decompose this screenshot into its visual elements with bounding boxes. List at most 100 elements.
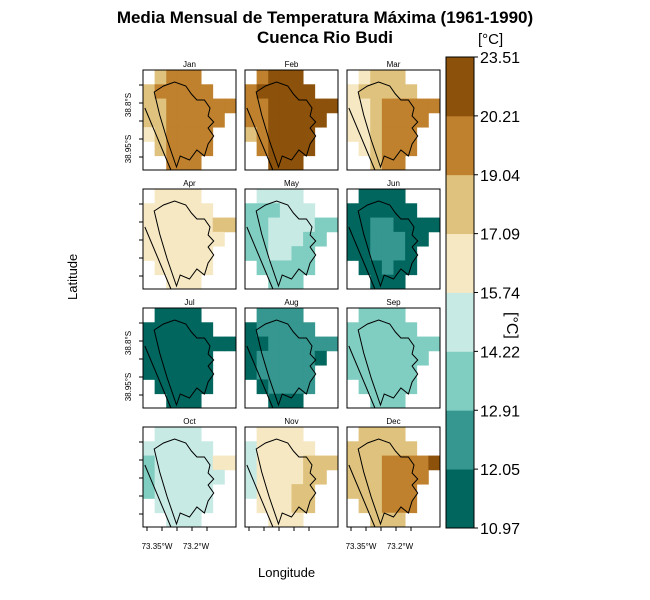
cell-feb-1-5 [303,84,316,99]
cell-may-0-1 [256,189,269,204]
cell-jan-0-4 [189,70,202,85]
cell-jan-4-2 [166,127,179,142]
cell-nov-0-1 [256,427,269,442]
cell-jan-2-4 [189,98,202,114]
cell-oct-1-1 [154,441,167,456]
cell-sep-3-5 [405,350,418,366]
cell-sep-4-3 [381,365,394,380]
cell-feb-5-4 [291,141,304,157]
cell-mar-4-3 [381,127,394,142]
cell-aug-3-2 [268,350,281,366]
cell-mar-1-3 [381,84,394,99]
x-tick-label-1-0: 73.35°W [346,542,377,551]
cell-may-2-1 [256,217,269,233]
panel-title-may: May [284,179,299,188]
cell-apr-0-2 [166,189,179,204]
cell-sep-0-1 [358,308,371,323]
chart-title-line1: Media Mensual de Temperatura Máxima (196… [116,8,534,27]
legend-side-label: [°C] [503,312,520,339]
cell-oct-3-4 [189,469,202,485]
cell-jan-0-1 [154,70,167,85]
cell-sep-5-4 [393,379,406,395]
cell-dec-1-4 [393,441,406,456]
cell-jun-2-4 [393,217,406,233]
y-tick-label-1-1: 38.95°S [124,373,133,402]
cell-jan-0-2 [166,70,179,85]
panel-frame-jun [346,188,441,290]
cell-may-1-0 [245,203,258,218]
cell-jan-5-1 [154,141,167,157]
cell-may-2-0 [245,217,258,233]
cell-aug-0-1 [256,308,269,323]
cell-mar-3-6 [416,112,429,128]
cell-apr-3-2 [166,231,179,247]
cell-feb-1-3 [279,84,292,99]
cell-jan-2-0 [143,98,156,114]
cell-nov-2-7 [326,455,339,471]
cell-jun-3-1 [358,231,371,247]
cell-jun-3-2 [370,231,383,247]
cell-dec-3-4 [393,469,406,485]
cell-jul-0-3 [177,308,190,323]
cell-jul-1-0 [143,322,156,337]
cell-sep-2-1 [358,336,371,352]
cell-oct-2-0 [143,455,156,471]
cell-feb-2-6 [314,98,327,114]
cell-jun-0-4 [393,189,406,204]
cell-may-2-2 [268,217,281,233]
cell-jun-2-6 [416,217,429,233]
cell-sep-1-1 [358,322,371,337]
cell-mar-1-2 [370,84,383,99]
cell-feb-1-1 [256,84,269,99]
cell-sep-1-2 [370,322,383,337]
cell-dec-1-2 [370,441,383,456]
cell-aug-3-1 [256,350,269,366]
cell-aug-1-0 [245,322,258,337]
cell-sep-0-4 [393,308,406,323]
cell-apr-5-1 [154,260,167,276]
cell-may-4-2 [268,246,281,261]
cell-oct-2-5 [201,455,214,471]
cell-dec-3-6 [416,469,429,485]
cell-may-3-4 [291,231,304,247]
cell-dec-3-1 [358,469,371,485]
cell-jun-2-7 [428,217,441,233]
cell-may-1-5 [303,203,316,218]
cell-jul-1-5 [201,322,214,337]
cell-feb-1-2 [268,84,281,99]
cell-aug-2-6 [314,336,327,352]
cell-oct-0-2 [166,427,179,442]
cell-may-1-2 [268,203,281,218]
legend-label-2: 12.91 [480,403,520,420]
cell-apr-1-2 [166,203,179,218]
cell-aug-5-3 [279,379,292,395]
panel-title-feb: Feb [285,60,299,69]
cell-oct-4-3 [177,484,190,499]
cell-may-3-5 [303,231,316,247]
cell-dec-2-2 [370,455,383,471]
panel-title-mar: Mar [387,60,401,69]
coast-line-jan [144,107,172,171]
cell-may-2-3 [279,217,292,233]
panel-title-apr: Apr [183,179,196,188]
cell-nov-1-0 [245,441,258,456]
cell-jun-3-5 [405,231,418,247]
cell-jan-2-2 [166,98,179,114]
cell-aug-5-4 [291,379,304,395]
cell-jan-4-3 [177,127,190,142]
cell-aug-3-3 [279,350,292,366]
cell-sep-2-2 [370,336,383,352]
cell-jul-6-4 [189,393,202,409]
cell-oct-4-2 [166,484,179,499]
cell-nov-3-3 [279,469,292,485]
cell-oct-3-0 [143,469,156,485]
cell-dec-4-0 [347,484,360,499]
cell-sep-3-3 [381,350,394,366]
cell-dec-6-4 [393,512,406,528]
cell-jul-3-1 [154,350,167,366]
cell-feb-0-1 [256,70,269,85]
coast-line-feb [246,107,274,171]
cell-jan-3-0 [143,112,156,128]
coast-line-sep [348,345,376,409]
